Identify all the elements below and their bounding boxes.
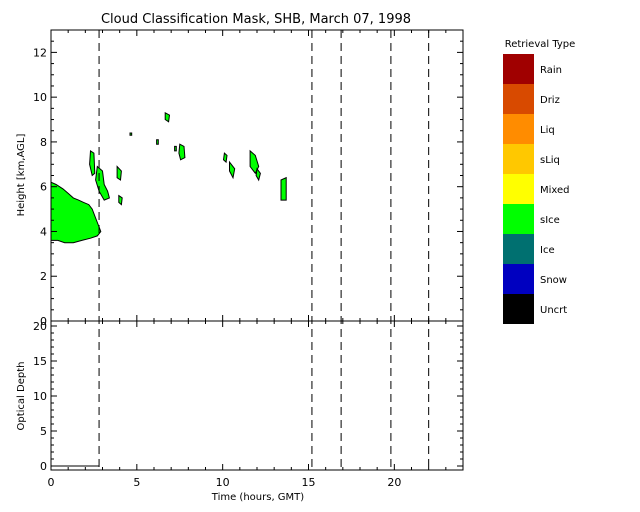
cloud-region xyxy=(178,143,186,161)
cloud-region xyxy=(95,165,110,201)
optical-depth-ylabel: Optical Depth xyxy=(16,362,27,431)
mask-panel: 0 2 4 6 8 10 12 Height [km,AGL] xyxy=(16,29,464,328)
legend-label: Driz xyxy=(540,95,560,106)
legend-swatch xyxy=(503,234,534,264)
cloud-region xyxy=(229,160,236,180)
legend-swatch xyxy=(503,264,534,294)
legend-swatch xyxy=(503,174,534,204)
y-tick-label: 5 xyxy=(40,425,47,438)
optical-depth-y-axis: 0 5 10 15 20 xyxy=(33,320,463,473)
x-tick-label: 0 xyxy=(48,476,55,489)
y-tick-label: 10 xyxy=(33,390,47,403)
cloud-regions xyxy=(50,111,287,244)
legend-label: Snow xyxy=(540,275,567,286)
legend-swatch xyxy=(503,144,534,174)
legend-swatch xyxy=(503,84,534,114)
x-tick-label: 10 xyxy=(216,476,230,489)
optical-depth-plot-frame xyxy=(50,320,464,471)
legend-title: Retrieval Type xyxy=(505,39,576,50)
cloud-region xyxy=(164,111,171,123)
y-tick-label: 6 xyxy=(40,181,47,194)
cloud-region xyxy=(50,181,102,244)
y-tick-label: 20 xyxy=(33,320,47,333)
cloud-region xyxy=(116,165,122,181)
cloud-region xyxy=(174,145,177,152)
y-tick-label: 0 xyxy=(40,460,47,473)
legend: Retrieval Type Rain Driz Liq sLiq Mixed sIce I… xyxy=(503,39,575,324)
legend-entries: Rain Driz Liq sLiq Mixed sIce Ice Snow Uncrt xyxy=(503,54,570,324)
x-tick-label: 20 xyxy=(387,476,401,489)
legend-label: sIce xyxy=(540,215,560,226)
cloud-region xyxy=(156,139,159,145)
legend-label: Uncrt xyxy=(540,305,567,316)
optical-depth-panel: 0 5 10 15 20 Optical Depth xyxy=(16,320,464,473)
legend-label: Liq xyxy=(540,125,555,136)
y-tick-label: 4 xyxy=(40,225,47,238)
y-tick-label: 0 xyxy=(40,315,47,328)
mask-ylabel: Height [km,AGL] xyxy=(16,134,27,217)
legend-label: Rain xyxy=(540,65,562,76)
legend-label: Mixed xyxy=(540,185,570,196)
cloud-region xyxy=(222,152,228,164)
chart-title: Cloud Classification Mask, SHB, March 07… xyxy=(101,12,411,27)
x-tick-label: 5 xyxy=(133,476,140,489)
legend-swatch xyxy=(503,294,534,324)
y-tick-label: 15 xyxy=(33,355,47,368)
cloud-region xyxy=(118,194,123,206)
legend-label: Ice xyxy=(540,245,555,256)
time-xlabel: Time (hours, GMT) xyxy=(211,492,305,503)
cloud-region xyxy=(129,132,133,136)
legend-swatch xyxy=(503,204,534,234)
y-tick-label: 12 xyxy=(33,46,47,59)
legend-swatch xyxy=(503,114,534,144)
time-marker-lines xyxy=(98,30,430,470)
time-axis: 0 5 10 15 20 xyxy=(48,30,464,489)
y-tick-label: 10 xyxy=(33,91,47,104)
x-tick-label: 15 xyxy=(302,476,316,489)
y-tick-label: 8 xyxy=(40,136,47,149)
cloud-region xyxy=(89,150,96,177)
legend-label: sLiq xyxy=(540,155,560,166)
y-tick-label: 2 xyxy=(40,270,47,283)
legend-swatch xyxy=(503,54,534,84)
cloud-region xyxy=(280,176,287,201)
cloud-region xyxy=(255,167,261,182)
